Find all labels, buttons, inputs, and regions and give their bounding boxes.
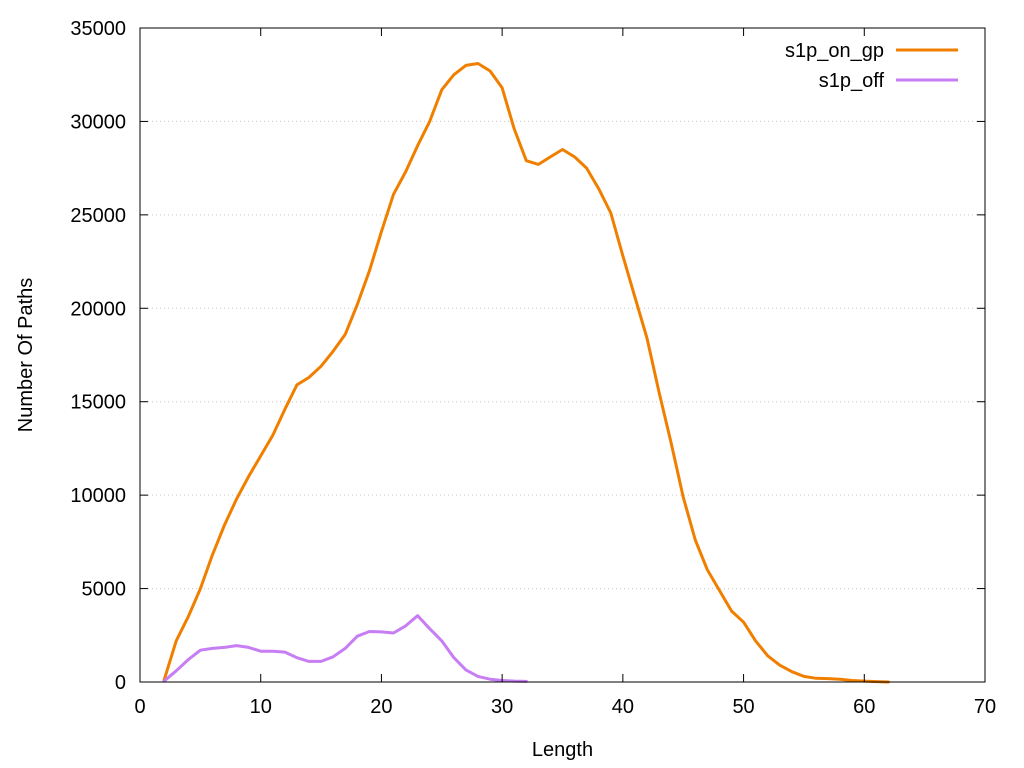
axis-ticks <box>139 27 986 683</box>
y-tick-label: 15000 <box>70 392 126 414</box>
y-tick-label: 0 <box>115 672 126 694</box>
y-tick-label: 35000 <box>70 18 126 40</box>
x-tick-label: 40 <box>612 696 634 718</box>
x-tick-label: 20 <box>370 696 392 718</box>
grid-lines <box>140 120 985 590</box>
x-axis-title: Length <box>532 739 593 761</box>
y-tick-label: 20000 <box>70 298 126 320</box>
y-axis-title: Number Of Paths <box>15 278 37 433</box>
series-line-s1p-on-gp <box>162 62 890 684</box>
legend-label-s1p-off: s1p_off <box>819 70 885 92</box>
legend-label-s1p-on-gp: s1p_on_gp <box>785 40 884 62</box>
x-tick-label: 0 <box>134 696 145 718</box>
y-tick-label: 5000 <box>82 579 127 601</box>
y-tick-label: 30000 <box>70 111 126 133</box>
y-tick-label: 25000 <box>70 205 126 227</box>
x-tick-label: 50 <box>732 696 754 718</box>
x-tick-label: 60 <box>853 696 875 718</box>
x-tick-label: 10 <box>250 696 272 718</box>
tick-labels: 0 5000 10000 15000 20000 25000 30000 35000 0 10 20… <box>70 18 996 718</box>
series-line-s1p-off <box>162 614 528 683</box>
plot-area <box>162 62 890 684</box>
x-tick-label: 30 <box>491 696 513 718</box>
x-tick-label: 70 <box>974 696 996 718</box>
legend: s1p_on_gp s1p_off <box>785 40 958 92</box>
plot-frame <box>139 27 986 683</box>
y-tick-label: 10000 <box>70 485 126 507</box>
